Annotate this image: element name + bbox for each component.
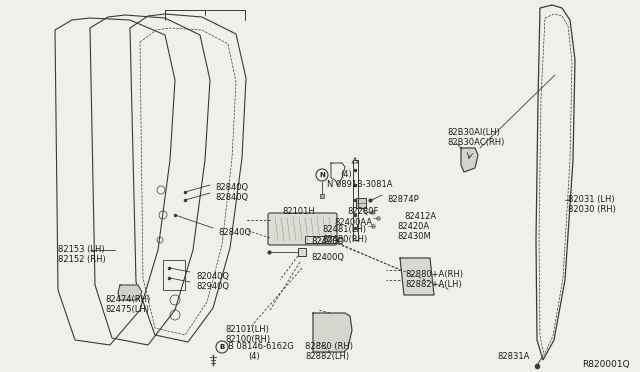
Text: 82882+A(LH): 82882+A(LH) bbox=[405, 280, 461, 289]
Polygon shape bbox=[313, 313, 352, 352]
Text: 82153 (LH): 82153 (LH) bbox=[58, 245, 104, 254]
Text: 82430M: 82430M bbox=[397, 232, 431, 241]
Text: (4): (4) bbox=[248, 352, 260, 361]
Text: 82B30AI(LH): 82B30AI(LH) bbox=[447, 128, 500, 137]
Text: 82031 (LH): 82031 (LH) bbox=[568, 195, 614, 204]
Bar bbox=[305, 236, 337, 243]
Bar bbox=[298, 248, 306, 256]
Text: 82882(LH): 82882(LH) bbox=[305, 352, 349, 361]
Text: 82400Q: 82400Q bbox=[311, 237, 344, 246]
Text: 82101(LH): 82101(LH) bbox=[225, 325, 269, 334]
Bar bbox=[356, 198, 366, 208]
Polygon shape bbox=[400, 258, 434, 295]
Text: 82040Q: 82040Q bbox=[196, 272, 229, 281]
Text: 82840Q: 82840Q bbox=[218, 228, 251, 237]
Text: 82B30AC(RH): 82B30AC(RH) bbox=[447, 138, 504, 147]
Text: (4): (4) bbox=[340, 170, 352, 179]
Text: B: B bbox=[220, 344, 225, 350]
Text: N 08918-3081A: N 08918-3081A bbox=[327, 180, 392, 189]
Text: 82840Q: 82840Q bbox=[215, 193, 248, 202]
Text: 82400Q: 82400Q bbox=[311, 253, 344, 262]
Text: 82474(RH): 82474(RH) bbox=[105, 295, 150, 304]
Text: 82481(LH): 82481(LH) bbox=[322, 225, 366, 234]
Text: 82420A: 82420A bbox=[397, 222, 429, 231]
Text: 82874P: 82874P bbox=[387, 195, 419, 204]
Text: 82831A: 82831A bbox=[497, 352, 529, 361]
FancyBboxPatch shape bbox=[268, 213, 337, 245]
Text: 82100(RH): 82100(RH) bbox=[225, 335, 270, 344]
Text: R820001Q: R820001Q bbox=[582, 360, 630, 369]
Text: 82480(RH): 82480(RH) bbox=[322, 235, 367, 244]
Text: 82101H: 82101H bbox=[282, 207, 315, 216]
Text: N: N bbox=[319, 172, 325, 178]
Text: 82400AA: 82400AA bbox=[334, 218, 372, 227]
Polygon shape bbox=[118, 285, 142, 300]
Polygon shape bbox=[461, 148, 478, 172]
Text: 82880 (RH): 82880 (RH) bbox=[305, 342, 353, 351]
Text: 82280F: 82280F bbox=[347, 207, 378, 216]
Text: 82152 (RH): 82152 (RH) bbox=[58, 255, 106, 264]
Text: 82840Q: 82840Q bbox=[215, 183, 248, 192]
Text: 82880+A(RH): 82880+A(RH) bbox=[405, 270, 463, 279]
Text: 82475(LH): 82475(LH) bbox=[105, 305, 149, 314]
Text: B 08146-6162G: B 08146-6162G bbox=[228, 342, 294, 351]
Text: 82412A: 82412A bbox=[404, 212, 436, 221]
Text: 82030 (RH): 82030 (RH) bbox=[568, 205, 616, 214]
Bar bbox=[163, 260, 185, 290]
Text: 82940Q: 82940Q bbox=[196, 282, 229, 291]
